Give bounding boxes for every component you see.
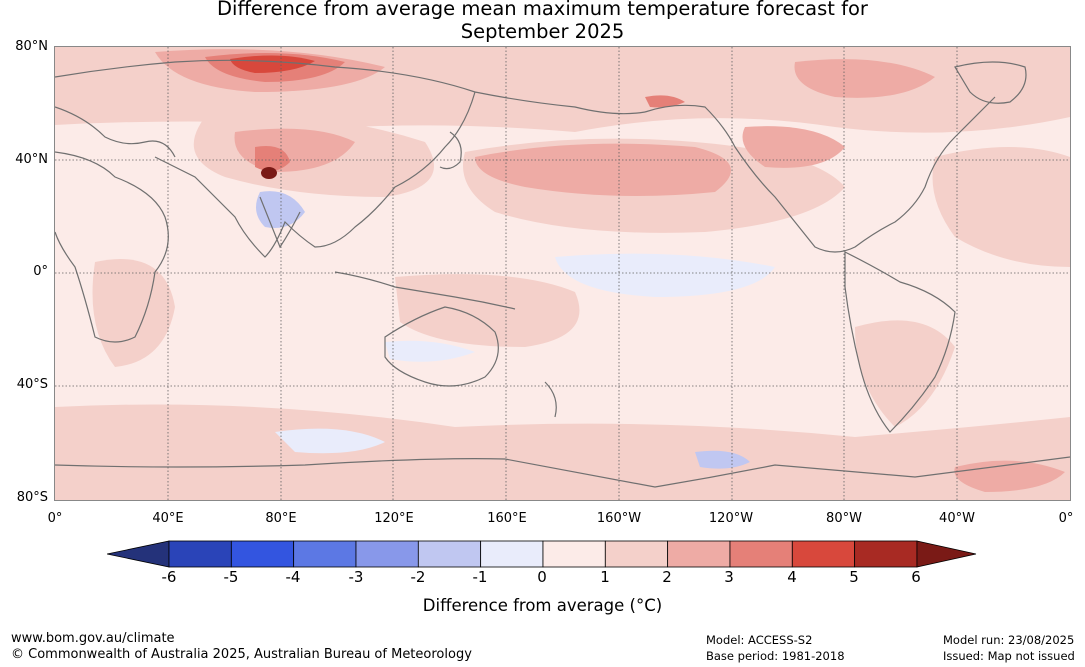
colorbar-cell <box>293 540 357 568</box>
colorbar-cell <box>729 540 793 568</box>
colorbar-tick-1: 1 <box>600 568 610 586</box>
coastline-antarctica <box>55 456 1070 488</box>
colorbar-cell <box>667 540 731 568</box>
colorbar-cell <box>230 540 295 568</box>
anomaly-region-neg-southern-indian <box>275 428 385 454</box>
footer-url: www.bom.gov.au/climate <box>11 631 175 646</box>
colorbar-cell <box>480 540 544 568</box>
footer-copyright: © Commonwealth of Australia 2025, Austra… <box>11 647 472 662</box>
colorbar-extension-high <box>916 540 977 568</box>
colorbar-cell <box>355 540 419 568</box>
colorbar-cell <box>168 540 232 568</box>
colorbar-cell <box>417 540 482 568</box>
lon-label-40w: 40°W <box>939 511 975 526</box>
anomaly-region-1-2-south-america <box>855 320 955 427</box>
lat-label-80s: 80°S <box>16 490 48 505</box>
coastline-greenland <box>954 61 1027 104</box>
colorbar-tick-minus6: -6 <box>161 568 177 586</box>
anomaly-shading <box>55 47 1070 500</box>
anomaly-region-1-2-atlantic <box>932 147 1070 267</box>
coastlines <box>55 59 1070 488</box>
lon-label-120w: 120°W <box>708 511 754 526</box>
colorbar-tick-2: 2 <box>662 568 672 586</box>
colorbar <box>107 540 977 568</box>
coastline-north-america <box>644 96 996 253</box>
lon-label-80e: 80°E <box>265 511 297 526</box>
anomaly-region-1-2-africa <box>92 259 175 367</box>
lon-label-0-right: 0° <box>1058 511 1074 526</box>
lon-label-80w: 80°W <box>826 511 862 526</box>
lon-label-40e: 40°E <box>152 511 184 526</box>
footer-model-run: Model run: 23/08/2025 <box>943 633 1075 647</box>
footer-base-period: Base period: 1981-2018 <box>706 649 845 663</box>
lat-label-40n: 40°N <box>15 152 48 167</box>
anomaly-region-1-2-australia <box>395 274 580 347</box>
graticule <box>55 47 1070 500</box>
colorbar-cell <box>604 540 669 568</box>
lon-label-0-left: 0° <box>47 511 63 526</box>
footer-model: Model: ACCESS-S2 <box>706 633 813 647</box>
lat-label-40s: 40°S <box>16 377 48 392</box>
anomaly-region-2-3-north-pacific <box>475 143 731 196</box>
lat-label-equator: 0° <box>33 264 48 279</box>
coastline-eurasia-north <box>55 59 646 115</box>
colorbar-tick-minus4: -4 <box>285 568 301 586</box>
colorbar-tick-minus3: -3 <box>348 568 364 586</box>
coastline-australia <box>384 306 499 387</box>
lon-label-160w: 160°W <box>596 511 642 526</box>
lat-label-80n: 80°N <box>15 39 48 54</box>
anomaly-region-4-5-siberia <box>230 55 315 73</box>
colorbar-cell <box>854 540 918 568</box>
colorbar-tick-minus1: -1 <box>472 568 488 586</box>
colorbar-extension-low <box>107 540 170 568</box>
colorbar-tick-minus5: -5 <box>223 568 239 586</box>
anomaly-region-neg-west-australia <box>385 340 475 362</box>
forecast-map-canvas <box>55 47 1070 500</box>
coastline-japan <box>439 131 462 170</box>
colorbar-cell <box>791 540 856 568</box>
anomaly-region-neg-equatorial-pacific <box>555 253 775 297</box>
map-title-line1: Difference from average mean maximum tem… <box>217 0 868 20</box>
colorbar-tick-5: 5 <box>849 568 859 586</box>
lon-label-160e: 160°E <box>487 511 527 526</box>
coastline-new-zealand <box>544 381 557 418</box>
map-title: Difference from average mean maximum tem… <box>0 0 1085 43</box>
forecast-map <box>54 46 1071 501</box>
footer-issued: Issued: Map not issued <box>943 649 1075 663</box>
coastline-asia-east <box>154 91 476 258</box>
coastline-india <box>259 196 301 249</box>
coastline-africa <box>55 151 169 343</box>
colorbar-tick-4: 4 <box>787 568 797 586</box>
anomaly-region-neg-india <box>256 191 305 228</box>
map-title-line2: September 2025 <box>460 20 625 43</box>
anomaly-region-2-3-canada <box>794 59 935 98</box>
colorbar-tick-minus2: -2 <box>410 568 426 586</box>
lon-label-120e: 120°E <box>374 511 414 526</box>
anomaly-region-1-2-southern-ocean <box>55 404 1070 500</box>
coastline-indonesia <box>334 271 516 310</box>
anomaly-region-3-4-alaska <box>645 95 685 108</box>
anomaly-region-2-3-us <box>742 126 845 168</box>
colorbar-label: Difference from average (°C) <box>422 596 663 615</box>
colorbar-tick-3: 3 <box>724 568 734 586</box>
coastline-south-america <box>844 251 956 433</box>
colorbar-cell <box>542 540 606 568</box>
colorbar-tick-6: 6 <box>911 568 921 586</box>
anomaly-region-neg-south-pacific <box>695 450 750 469</box>
anomaly-region-5-6-tibet <box>261 167 277 179</box>
colorbar-tick-0: 0 <box>537 568 547 586</box>
coastline-europe <box>55 106 176 158</box>
